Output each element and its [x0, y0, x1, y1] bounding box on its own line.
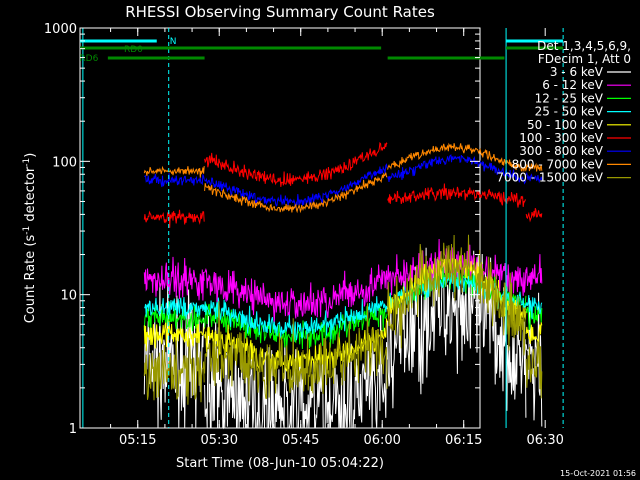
legend-header-decimation: FDecim 1, Att 0: [538, 52, 631, 66]
y-tick-label-3: 1000: [44, 22, 77, 37]
x-axis-label: Start Time (08-Jun-10 05:04:22): [176, 456, 384, 471]
y-axis-label: Count Rate (s-1 detector-1): [22, 153, 38, 324]
count-rate-curves: [143, 141, 543, 430]
legend-label-4: 50 - 100 keV: [527, 118, 604, 132]
series-line-7: [143, 142, 543, 214]
series-line-4: [143, 255, 543, 374]
series-line-5: [143, 141, 543, 228]
legend-label-2: 12 - 25 keV: [535, 91, 604, 105]
legend-header-detectors: Det 1,3,4,5,6,9,: [537, 39, 631, 53]
y-axis-label-sup1: -1: [22, 226, 32, 235]
footer-timestamp: 15-Oct-2021 01:56: [560, 469, 636, 478]
series-line-3: [144, 272, 543, 342]
y-axis-label-end: ): [23, 153, 38, 158]
y-axis-label-mid: detector: [23, 166, 38, 226]
legend: Det 1,3,4,5,6,9, FDecim 1, Att 0 3 - 6 k…: [496, 39, 631, 185]
y-tick-label-0: 1: [69, 422, 77, 437]
annotation-rd0-label: RD0: [124, 45, 143, 55]
series-line-2: [143, 262, 543, 351]
series-line-6: [144, 154, 543, 209]
plot-frame: [79, 27, 481, 429]
legend-label-6: 300 - 800 keV: [519, 144, 603, 158]
legend-label-8: 7000 - 15000 keV: [496, 171, 603, 185]
x-tick-label-0: 05:15: [119, 433, 156, 448]
legend-label-7: 800 - 7000 keV: [512, 157, 604, 171]
legend-label-5: 100 - 300 keV: [519, 131, 603, 145]
series-line-1: [143, 238, 543, 323]
x-tick-label-3: 06:00: [363, 433, 400, 448]
axis-ticks: 05:15 05:30 05:45 06:00 06:15 06:30 1 10 100 1000: [44, 22, 564, 448]
x-tick-label-2: 05:45: [282, 433, 319, 448]
y-tick-label-2: 100: [52, 155, 77, 170]
x-tick-label-5: 06:30: [526, 433, 563, 448]
status-overlays: N RD0 RD6: [79, 28, 564, 428]
x-tick-label-4: 06:15: [445, 433, 482, 448]
legend-label-1: 6 - 12 keV: [542, 78, 604, 92]
y-axis-label-sup2: -1: [22, 158, 32, 167]
annotation-n-label: N: [170, 37, 177, 47]
x-tick-label-1: 05:30: [201, 433, 238, 448]
series-line-0: [143, 247, 543, 430]
legend-label-0: 3 - 6 keV: [550, 65, 604, 79]
chart-title: RHESSI Observing Summary Count Rates: [125, 3, 435, 21]
series-line-8: [143, 234, 543, 405]
annotation-rd6-label: RD6: [79, 54, 98, 64]
y-tick-label-1: 10: [60, 289, 77, 304]
y-axis-label-main: Count Rate (s: [23, 235, 38, 324]
legend-label-3: 25 - 50 keV: [535, 105, 604, 119]
